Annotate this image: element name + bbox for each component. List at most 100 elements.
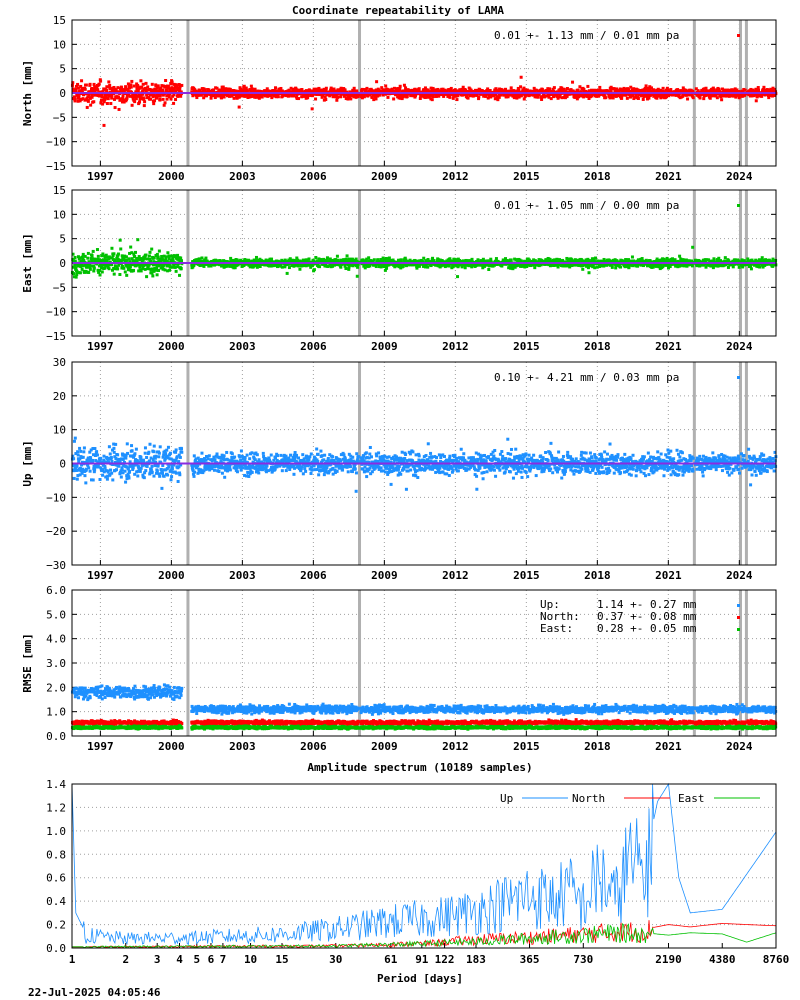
east-point bbox=[74, 275, 78, 279]
north-point bbox=[306, 94, 310, 98]
north-point bbox=[632, 87, 636, 91]
north-point bbox=[515, 96, 519, 100]
north-point bbox=[119, 97, 123, 101]
north-point bbox=[735, 88, 739, 92]
east-xtick-label: 2015 bbox=[513, 340, 540, 353]
north-point bbox=[145, 96, 149, 100]
north-point bbox=[418, 97, 422, 101]
east-point bbox=[180, 259, 184, 263]
east-point bbox=[151, 274, 155, 278]
north-point bbox=[519, 85, 523, 89]
north-point bbox=[215, 86, 219, 90]
east-point bbox=[91, 264, 95, 268]
north-point bbox=[576, 89, 580, 93]
north-point bbox=[669, 88, 673, 92]
east-point bbox=[72, 272, 76, 276]
east-point bbox=[107, 267, 111, 271]
north-ytick-label: −5 bbox=[53, 111, 66, 124]
north-point bbox=[122, 100, 126, 104]
east-point bbox=[494, 257, 498, 261]
north-point bbox=[270, 96, 274, 100]
north-point bbox=[381, 88, 385, 92]
north-point bbox=[151, 88, 155, 92]
east-point bbox=[155, 252, 159, 256]
north-point bbox=[392, 97, 396, 101]
north-point bbox=[300, 88, 304, 92]
north-point bbox=[512, 89, 516, 93]
north-point bbox=[121, 96, 125, 100]
north-point bbox=[120, 89, 124, 93]
north-point bbox=[569, 88, 573, 92]
north-point bbox=[317, 86, 321, 90]
north-point bbox=[582, 87, 586, 91]
east-point bbox=[82, 259, 86, 263]
north-point bbox=[629, 85, 633, 89]
north-point bbox=[502, 93, 506, 97]
north-point bbox=[632, 97, 636, 101]
north-point bbox=[174, 90, 178, 94]
east-point bbox=[136, 238, 140, 242]
north-point bbox=[691, 96, 695, 100]
up-ytick-label: −30 bbox=[46, 559, 66, 572]
north-point bbox=[646, 92, 650, 96]
north-point bbox=[130, 79, 134, 83]
east-point bbox=[98, 273, 102, 277]
north-point bbox=[310, 107, 314, 111]
north-point bbox=[755, 88, 759, 92]
east-point bbox=[356, 265, 360, 269]
north-point bbox=[427, 95, 431, 99]
north-point bbox=[75, 93, 79, 97]
north-point bbox=[245, 89, 249, 93]
north-xtick-label: 2021 bbox=[655, 170, 682, 183]
east-ytick-label: −10 bbox=[46, 306, 66, 319]
east-point bbox=[731, 265, 735, 269]
north-point bbox=[162, 103, 166, 107]
north-point bbox=[726, 88, 730, 92]
east-point bbox=[144, 253, 148, 257]
east-point bbox=[367, 256, 371, 260]
north-point bbox=[126, 90, 130, 94]
east-point bbox=[335, 254, 339, 258]
north-xtick-label: 1997 bbox=[87, 170, 114, 183]
north-point bbox=[466, 96, 470, 100]
north-point bbox=[403, 93, 407, 97]
east-point bbox=[372, 258, 376, 262]
north-point bbox=[738, 92, 742, 96]
east-point bbox=[78, 256, 82, 260]
north-point bbox=[176, 94, 180, 98]
east-xtick-label: 1997 bbox=[87, 340, 114, 353]
north-point bbox=[734, 95, 738, 99]
north-point bbox=[643, 89, 647, 93]
north-point bbox=[253, 87, 257, 91]
north-point bbox=[656, 89, 660, 93]
north-point bbox=[237, 89, 241, 93]
north-point bbox=[652, 94, 656, 98]
north-point bbox=[110, 94, 114, 98]
north-point bbox=[558, 95, 562, 99]
north-point bbox=[157, 92, 161, 96]
north-point bbox=[711, 94, 715, 98]
north-point bbox=[743, 93, 747, 97]
north-point bbox=[362, 95, 366, 99]
east-point bbox=[92, 266, 96, 270]
north-point bbox=[72, 95, 76, 99]
north-point bbox=[142, 97, 146, 101]
north-point bbox=[250, 87, 254, 91]
north-point bbox=[721, 94, 725, 98]
north-point bbox=[708, 96, 712, 100]
east-stats-marker bbox=[737, 204, 740, 207]
north-point bbox=[348, 93, 352, 97]
north-point bbox=[97, 94, 101, 98]
east-point bbox=[509, 258, 513, 262]
east-point bbox=[125, 273, 129, 277]
north-point bbox=[577, 95, 581, 99]
north-point bbox=[762, 88, 766, 92]
north-point bbox=[330, 88, 334, 92]
north-point bbox=[598, 88, 602, 92]
north-point bbox=[101, 102, 105, 106]
north-point bbox=[73, 99, 77, 103]
north-point bbox=[225, 87, 229, 91]
north-point bbox=[332, 87, 336, 91]
north-point bbox=[760, 94, 764, 98]
north-point bbox=[102, 100, 106, 104]
